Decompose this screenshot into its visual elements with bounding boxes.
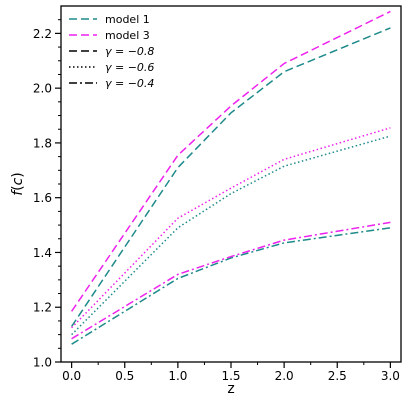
y-tick-label: 2.0 (33, 82, 52, 96)
y-tick-label: 2.2 (33, 27, 52, 41)
y-tick-label: 1.8 (33, 136, 52, 150)
series-line-5 (71, 227, 391, 345)
x-tick-label: 1.5 (221, 369, 240, 383)
y-tick-label: 1.6 (33, 191, 52, 205)
legend-label: model 1 (105, 13, 150, 26)
y-axis-label: f(c) (10, 172, 26, 196)
series-line-1 (71, 27, 391, 327)
x-tick-label: 3.0 (381, 369, 400, 383)
legend-label: γ = −0.8 (105, 45, 154, 58)
x-axis-label: z (227, 381, 234, 397)
y-tick-label: 1.0 (33, 356, 52, 370)
legend-label: model 3 (105, 29, 150, 42)
x-tick-label: 1.0 (168, 369, 187, 383)
legend-label: γ = −0.4 (105, 77, 154, 90)
series-line-6 (71, 221, 391, 340)
legend-label: γ = −0.6 (105, 61, 154, 74)
axes-layer: 0.0 0.5 1.0 1.5 2.0 2.5 3.0 1.0 1.2 1.4 1.6 1.8 2.0 2… (33, 19, 400, 383)
y-tick-label: 1.2 (33, 301, 52, 315)
series-line-2 (71, 10, 391, 312)
legend: model 1 model 3 γ = −0.8 γ = −0.6 γ = −0.4 (69, 13, 154, 90)
x-tick-label: 0.5 (115, 369, 134, 383)
x-tick-label: 2.5 (328, 369, 347, 383)
y-tick-label: 1.4 (33, 246, 52, 260)
series-layer (71, 10, 391, 345)
x-tick-label: 0.0 (62, 369, 81, 383)
x-tick-label: 2.0 (275, 369, 294, 383)
plot-frame (60, 5, 402, 363)
series-line-3 (71, 135, 391, 336)
series-line-4 (71, 127, 391, 329)
